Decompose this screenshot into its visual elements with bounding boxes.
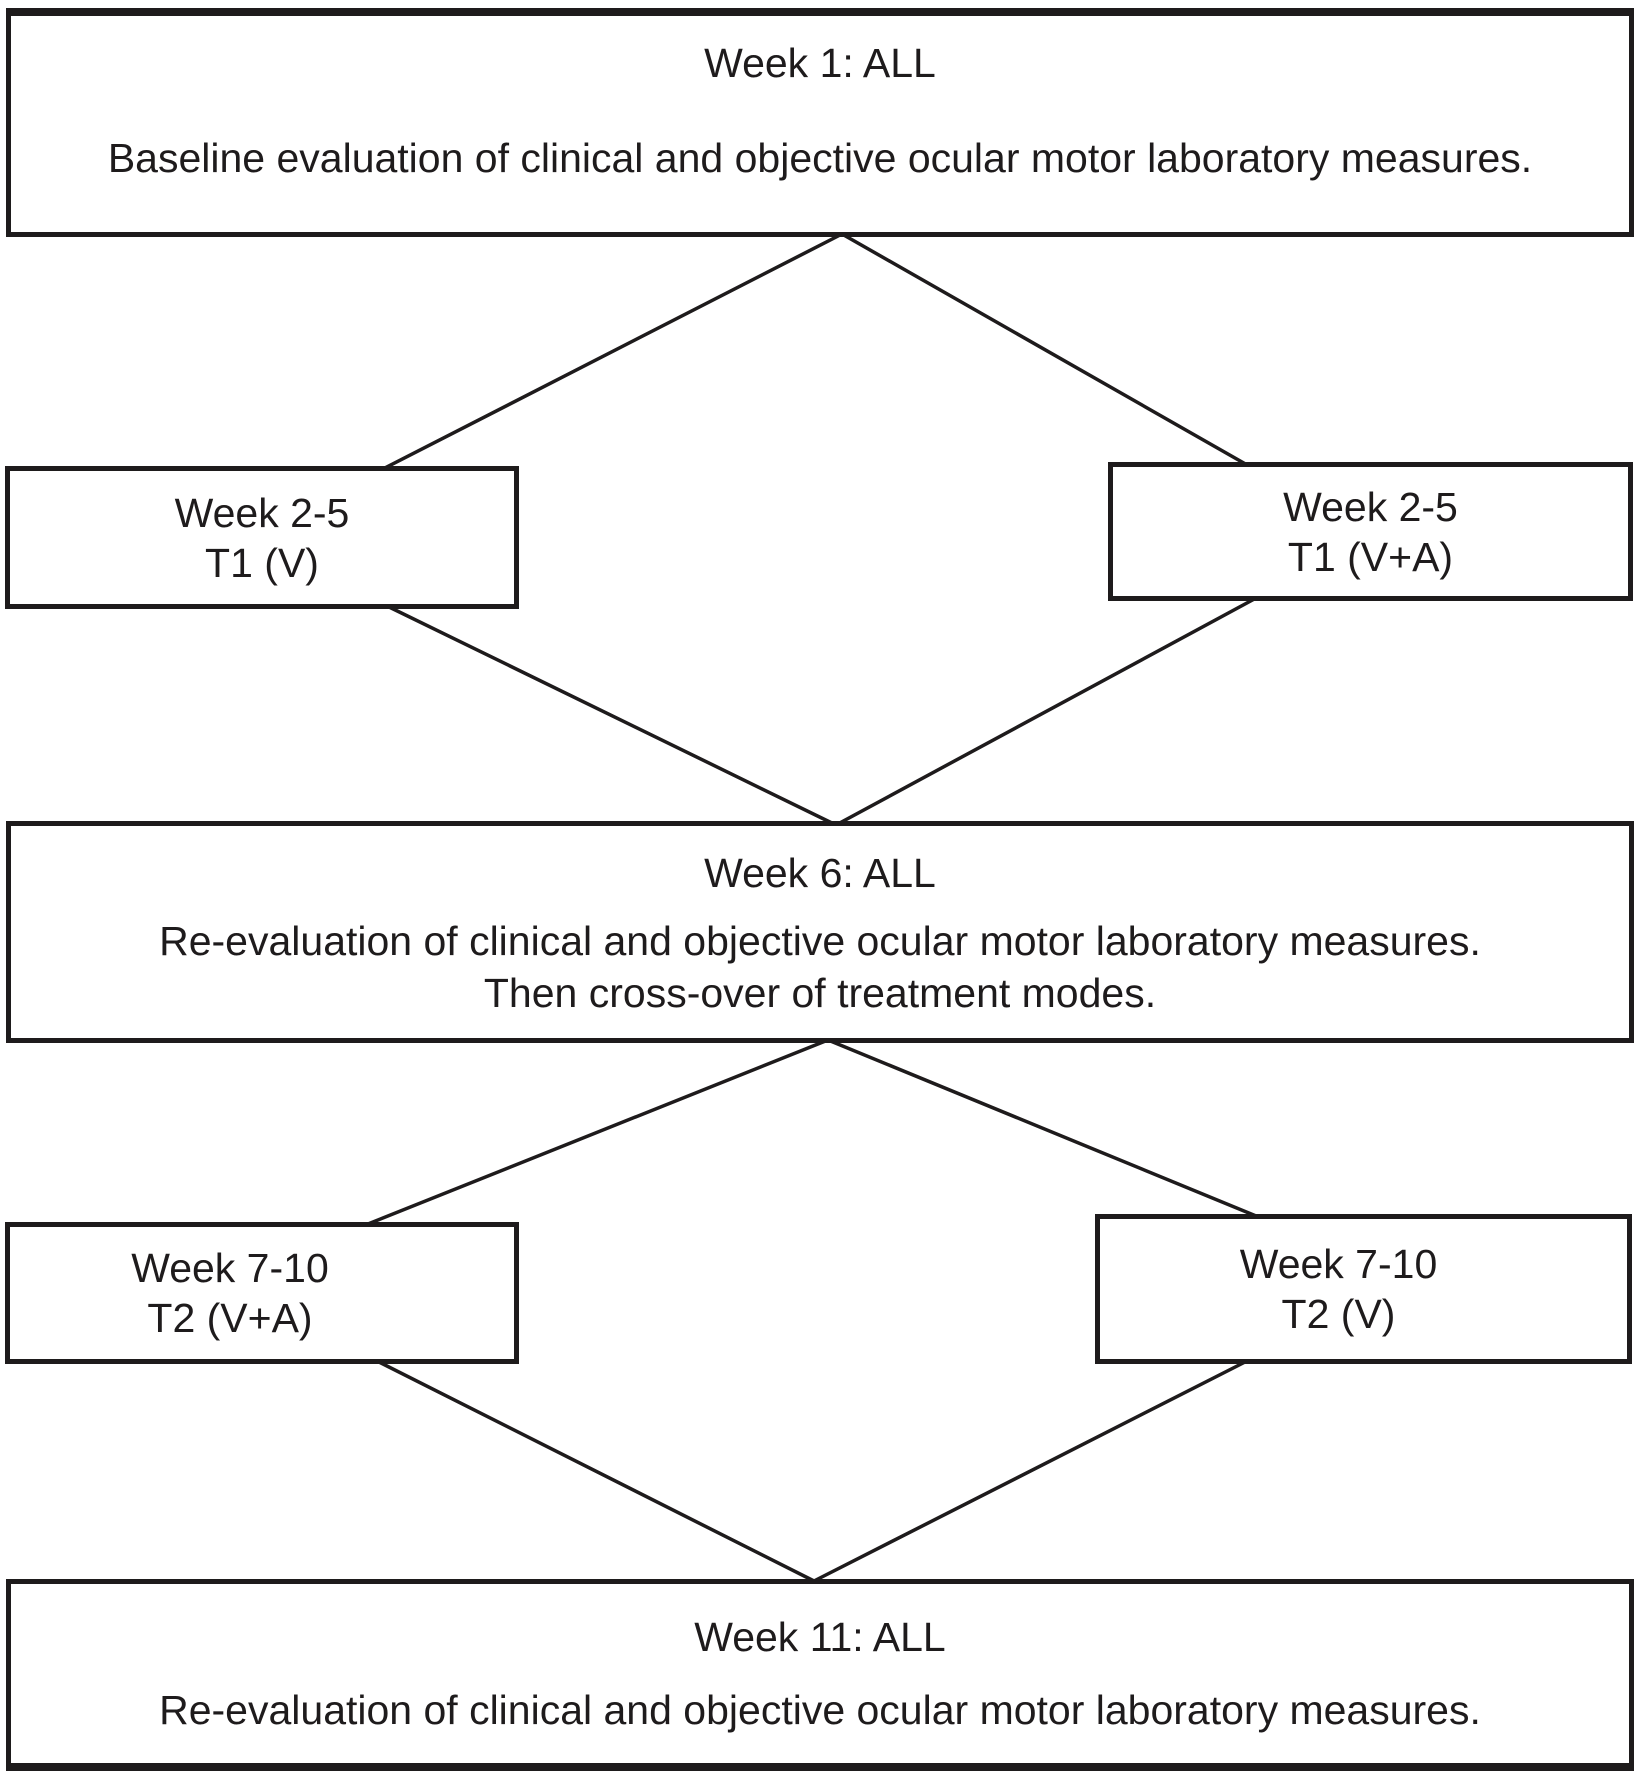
connector-week1-to-t1v xyxy=(379,232,844,472)
connector-t2v-to-week11 xyxy=(812,1359,1249,1583)
node-t2v-label: T2 (V) xyxy=(1281,1291,1396,1337)
node-week6-description: Re-evaluation of clinical and objective … xyxy=(159,915,1481,1019)
node-t1v-title: Week 2-5 xyxy=(174,489,350,536)
node-week1-baseline: Week 1: ALL Baseline evaluation of clini… xyxy=(6,8,1634,237)
node-week11-final: Week 11: ALL Re-evaluation of clinical a… xyxy=(6,1579,1634,1771)
node-week6-description-line1: Re-evaluation of clinical and objective … xyxy=(159,918,1481,964)
node-week1-description: Baseline evaluation of clinical and obje… xyxy=(107,135,1533,181)
connector-week1-to-t1va xyxy=(840,232,1251,468)
node-week11-description: Re-evaluation of clinical and objective … xyxy=(159,1687,1481,1733)
node-week11-title: Week 11: ALL xyxy=(694,1614,946,1660)
node-t2va-label: T2 (V+A) xyxy=(147,1295,313,1341)
node-t1v-label: T1 (V) xyxy=(205,539,319,586)
node-t1va-label: T1 (V+A) xyxy=(1287,533,1454,580)
node-week1-title: Week 1: ALL xyxy=(704,40,936,86)
node-week6-title: Week 6: ALL xyxy=(704,850,936,896)
connector-week6-to-t2v xyxy=(826,1038,1263,1220)
node-t2v-title: Week 7-10 xyxy=(1239,1241,1438,1287)
node-week6-crossover: Week 6: ALL Re-evaluation of clinical an… xyxy=(6,821,1634,1043)
connector-t1va-to-week6 xyxy=(834,595,1260,827)
connector-week6-to-t2va xyxy=(361,1038,830,1228)
node-week7-10-t2-va: Week 7-10 T2 (V+A) xyxy=(5,1222,519,1364)
node-week7-10-t2-v: Week 7-10 T2 (V) xyxy=(1095,1214,1632,1364)
node-week2-5-t1-va: Week 2-5 T1 (V+A) xyxy=(1108,462,1633,601)
node-week2-5-t1-v: Week 2-5 T1 (V) xyxy=(5,466,519,609)
connector-t1v-to-week6 xyxy=(383,603,838,827)
node-week6-description-line2: Then cross-over of treatment modes. xyxy=(483,970,1157,1016)
node-t1va-title: Week 2-5 xyxy=(1283,483,1458,530)
connector-t2va-to-week11 xyxy=(375,1359,816,1583)
node-t2va-title: Week 7-10 xyxy=(131,1245,329,1291)
